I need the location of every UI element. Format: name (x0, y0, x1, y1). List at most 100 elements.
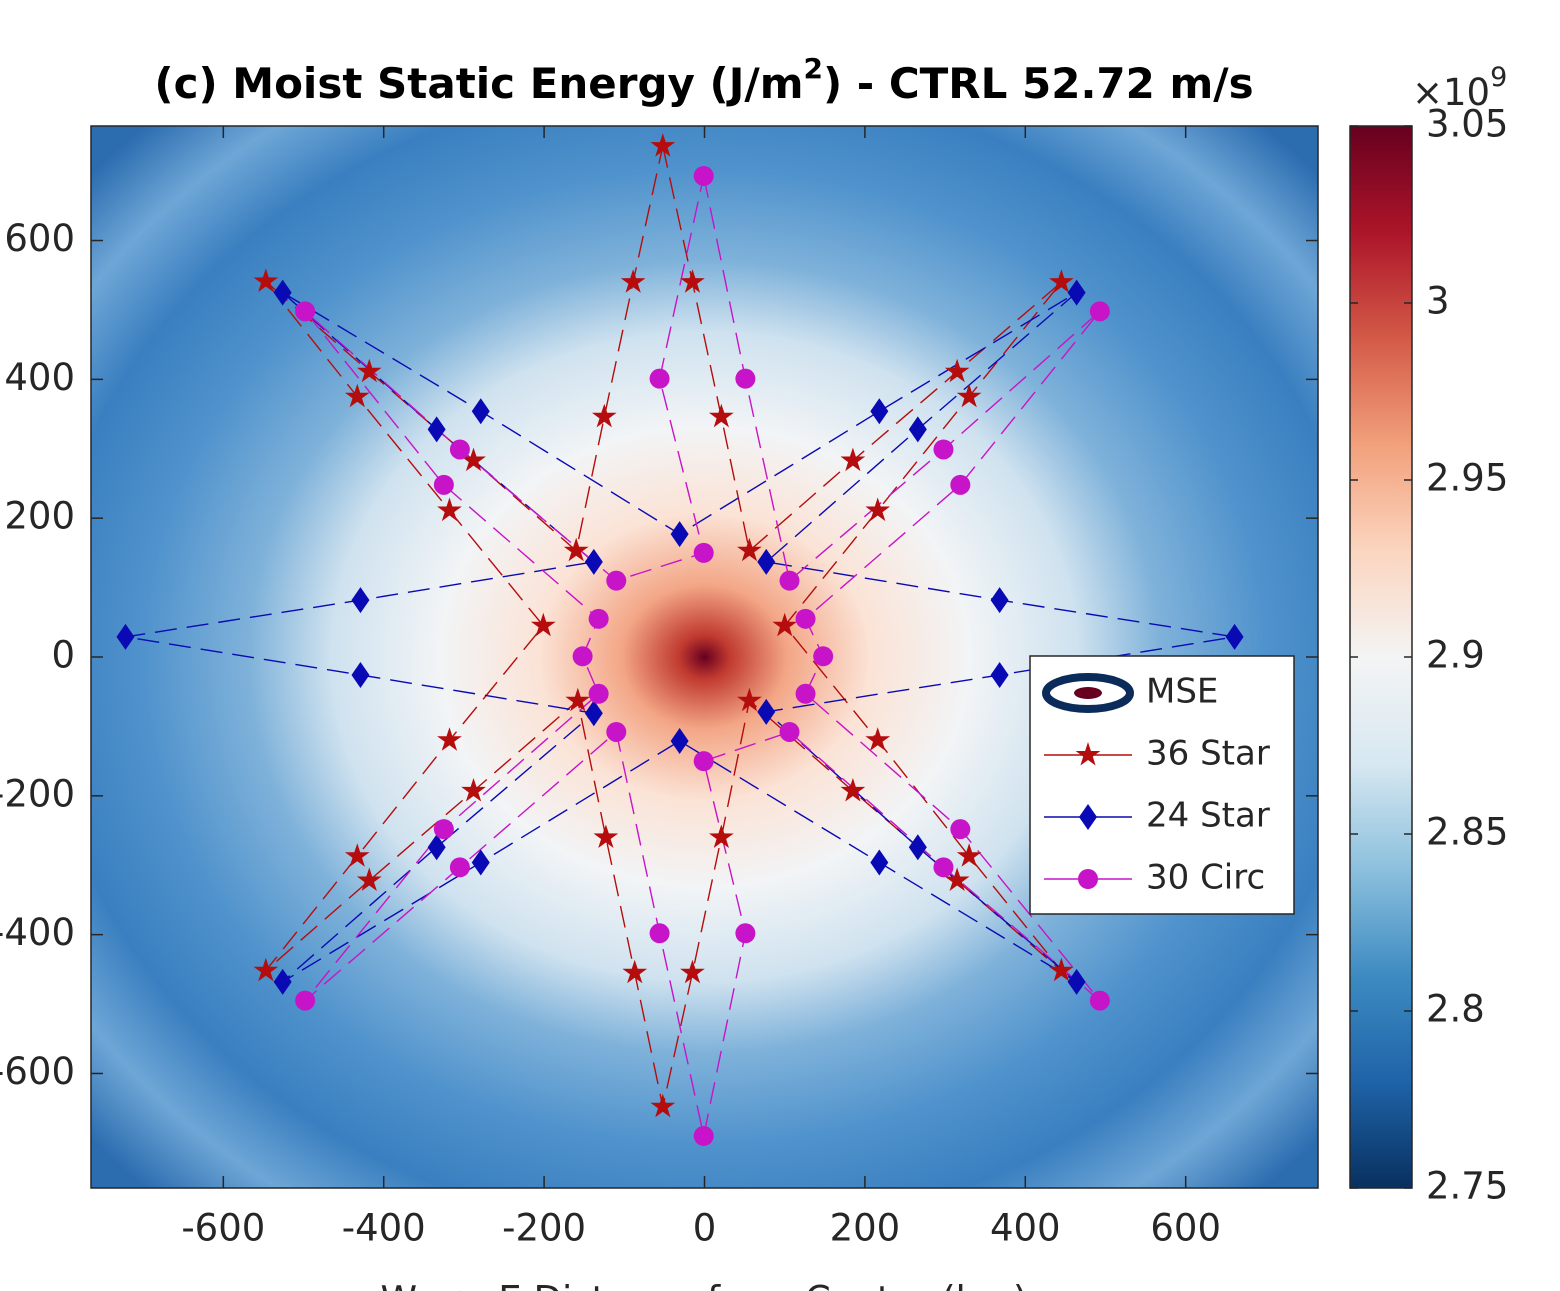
data-point (693, 165, 714, 186)
data-point (471, 398, 490, 425)
colorbar-tick-label: 3.05 (1426, 103, 1508, 146)
colorbar-tick-label: 2.8 (1426, 988, 1485, 1031)
data-point (650, 1093, 676, 1118)
data-point (956, 383, 982, 408)
data-point (795, 608, 816, 629)
data-point (1067, 279, 1086, 306)
y-tick-label: 0 (51, 634, 75, 677)
data-point (584, 700, 603, 727)
colorbar-tick-label: 2.9 (1426, 634, 1485, 677)
data-point (1089, 990, 1110, 1011)
colorbar-multiplier-base: ×10 (1412, 71, 1490, 114)
data-point (735, 368, 756, 389)
x-tick-label: -200 (502, 1207, 586, 1250)
data-point (865, 497, 891, 522)
data-point (795, 683, 816, 704)
data-point (344, 843, 370, 867)
data-point (588, 608, 609, 629)
data-point (950, 474, 971, 495)
data-point (1225, 623, 1244, 650)
chart-title: (c) Moist Static Energy (J/m2) - CTRL 52… (154, 52, 1253, 108)
data-point (757, 548, 776, 575)
data-point (471, 849, 490, 876)
x-axis-label: W --> E Distance from Center (km) (381, 1279, 1028, 1291)
data-point (735, 923, 756, 944)
data-point (1049, 269, 1074, 293)
colorbar-tick-label: 3 (1426, 280, 1450, 323)
data-point (772, 612, 798, 637)
data-point (427, 834, 446, 861)
data-point (813, 646, 834, 667)
data-point (650, 133, 676, 157)
data-point (437, 727, 462, 751)
legend-icon (1074, 687, 1102, 699)
data-point (433, 474, 454, 495)
x-tick-label: 600 (1150, 1207, 1221, 1250)
y-tick-label: -400 (0, 911, 75, 954)
y-tick-label: 600 (4, 217, 75, 260)
data-point (933, 857, 954, 878)
data-point (356, 358, 382, 383)
data-point (449, 857, 470, 878)
x-tick-label: -400 (342, 1207, 426, 1250)
data-point (840, 778, 866, 802)
data-point (461, 447, 486, 472)
data-point (356, 867, 382, 891)
data-point (956, 843, 982, 867)
data-point (950, 819, 971, 840)
y-tick-label: 200 (4, 495, 75, 538)
colorbar-tick-label: 2.95 (1426, 457, 1508, 500)
data-point (530, 612, 556, 637)
colorbar (1349, 125, 1413, 1189)
legend-marker (1078, 869, 1098, 889)
data-point (870, 849, 889, 876)
data-point (709, 824, 734, 848)
data-point (437, 497, 462, 522)
y-tick-label: -200 (0, 772, 75, 815)
data-point (944, 867, 970, 891)
data-point (680, 269, 705, 293)
data-point (693, 1125, 714, 1146)
data-point (737, 687, 762, 712)
data-point (944, 358, 970, 383)
data-point (295, 990, 316, 1011)
data-point (990, 662, 1009, 689)
data-point (606, 570, 627, 591)
data-point (779, 570, 800, 591)
data-point (253, 957, 279, 982)
data-point (593, 824, 619, 848)
data-point (449, 439, 470, 460)
data-point (351, 662, 370, 689)
data-point (757, 698, 776, 725)
title-suffix: ) - CTRL 52.72 m/s (823, 59, 1254, 108)
data-point (295, 301, 316, 322)
data-point (737, 537, 762, 562)
data-point (693, 751, 714, 772)
data-point (584, 548, 603, 575)
legend-marker (1079, 804, 1097, 830)
x-tick-label: -600 (181, 1207, 265, 1250)
colorbar-tick-label: 2.85 (1426, 811, 1508, 854)
colorbar-tick-label: 2.75 (1426, 1165, 1508, 1208)
data-point (908, 416, 927, 443)
legend-label: MSE (1146, 672, 1218, 712)
x-tick-label: 200 (830, 1207, 901, 1250)
data-point (620, 269, 646, 293)
title-superscript: 2 (803, 52, 822, 85)
data-point (779, 721, 800, 742)
data-point (990, 587, 1009, 614)
data-point (606, 721, 627, 742)
data-point (693, 542, 714, 563)
data-point (253, 268, 279, 292)
title-text: (c) Moist Static Energy (J/m (154, 59, 803, 108)
data-point (1089, 301, 1110, 322)
data-point (591, 403, 617, 428)
data-point (351, 587, 370, 614)
data-point (680, 959, 705, 984)
data-point (649, 368, 670, 389)
data-point (908, 834, 927, 861)
data-point (588, 683, 609, 704)
data-point (649, 923, 670, 944)
data-point (563, 537, 589, 562)
